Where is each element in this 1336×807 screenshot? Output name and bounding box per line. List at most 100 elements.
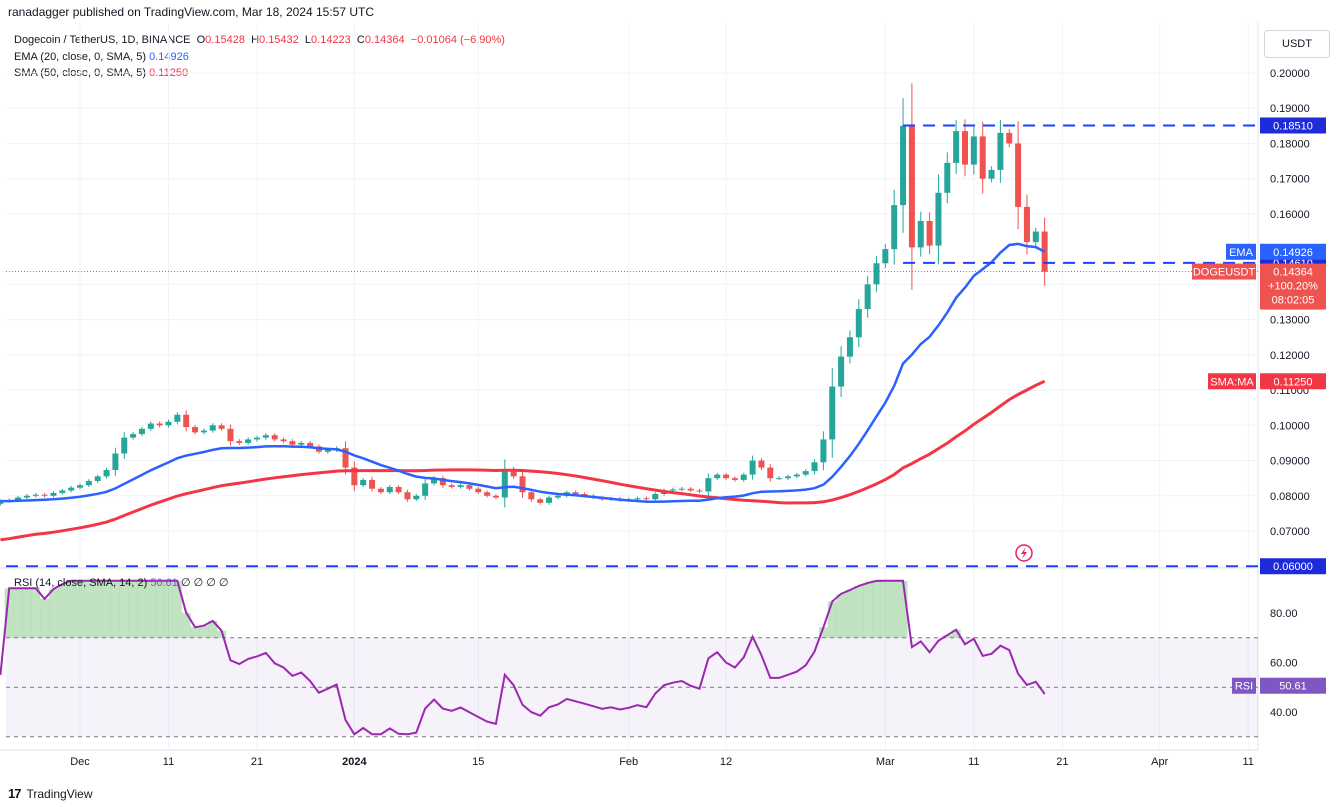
candle-body <box>554 495 561 498</box>
candle-body <box>1015 143 1022 207</box>
candle-body <box>147 423 154 429</box>
candle-body <box>85 480 92 486</box>
rsi-tick-label: 80.00 <box>1270 608 1298 620</box>
candle-body <box>997 132 1004 170</box>
current-change-label: +100.20% <box>1268 281 1318 293</box>
candle-body <box>705 478 712 492</box>
candles <box>0 83 1048 508</box>
sma-name-badge <box>1208 373 1256 390</box>
countdown-label: 08:02:05 <box>1272 295 1315 307</box>
time-tick-label: 12 <box>720 756 732 768</box>
candle-body <box>740 474 747 480</box>
rsi-legend-value: 50.61 <box>150 577 178 589</box>
ohlc-change: −0.01064 (−6.90%) <box>410 34 505 46</box>
candle-body <box>855 309 862 338</box>
candle-body <box>776 478 783 480</box>
ema-name-label: EMA <box>1229 247 1254 259</box>
candle-body <box>192 427 199 433</box>
footer-brand: TradingView <box>26 786 93 801</box>
tradingview-logo-icon[interactable]: 17 <box>8 786 22 801</box>
candle-body <box>404 492 411 500</box>
candle-body <box>271 435 278 440</box>
candle-body <box>342 448 349 468</box>
level-price-label: 0.06000 <box>1273 561 1313 573</box>
candle-body <box>236 441 243 443</box>
candle-body <box>687 488 694 491</box>
candle-body <box>77 485 83 488</box>
rsi-value-badge <box>1260 677 1326 694</box>
candle-body <box>174 414 181 422</box>
rsi-line <box>0 579 1046 736</box>
price-tick-label: 0.12000 <box>1270 350 1310 362</box>
candle-body <box>696 490 703 492</box>
candle-body <box>634 498 641 500</box>
candle-body <box>492 495 499 498</box>
time-tick-label: Dec <box>70 756 90 768</box>
price-tick-label: 0.13000 <box>1270 315 1310 327</box>
candle-body <box>643 498 650 500</box>
candle-body <box>200 430 207 433</box>
candle-body <box>165 421 172 426</box>
candle-body <box>537 499 544 503</box>
rsi-name-badge <box>1232 677 1256 694</box>
lightning-icon <box>1015 544 1033 562</box>
price-tick-label: 0.19000 <box>1270 103 1310 115</box>
ema-line <box>0 242 1046 504</box>
candle-body <box>351 467 358 486</box>
candle-body <box>1006 132 1013 144</box>
candle-body <box>23 495 30 498</box>
candle-body <box>528 492 535 500</box>
rsi-tick-label: 60.00 <box>1270 658 1298 670</box>
candle-body <box>758 460 765 468</box>
candle-body <box>678 488 685 490</box>
lightning-icon-circle <box>1015 544 1033 562</box>
price-tick-label: 0.17000 <box>1270 174 1310 186</box>
rsi-legend[interactable]: RSI (14, close, SMA, 14, 2) 50.61 ∅ ∅ ∅ … <box>14 576 228 589</box>
candle-body <box>59 490 66 493</box>
price-tick-label: 0.07000 <box>1270 526 1310 538</box>
ema-value-label: 0.14926 <box>1273 247 1313 259</box>
ohlc-close: 0.14364 <box>364 34 405 46</box>
candle-body <box>130 434 137 438</box>
candle-body <box>1032 231 1039 243</box>
candle-body <box>510 469 517 477</box>
candle-body <box>785 476 791 479</box>
candle-body <box>475 488 482 493</box>
candle-body <box>731 478 738 480</box>
candle-body <box>0 501 4 504</box>
time-tick-label: 11 <box>163 756 174 768</box>
candle-body <box>209 425 216 431</box>
time-tick-label: Mar <box>876 756 895 768</box>
candle-body <box>519 476 526 493</box>
candle-body <box>970 136 977 165</box>
candle-body <box>466 485 473 489</box>
candle-body <box>50 492 57 496</box>
candle-body <box>820 439 827 463</box>
sma-value-badge <box>1260 373 1326 390</box>
candle-body <box>298 442 305 445</box>
ohlc-low: 0.14223 <box>311 34 351 46</box>
symbol-title[interactable]: Dogecoin / TetherUS, 1D, BINANCE <box>14 34 191 46</box>
candle-body <box>1023 206 1030 243</box>
candle-body <box>254 437 260 440</box>
candle-body <box>953 131 960 163</box>
time-tick-label: 21 <box>251 756 263 768</box>
level-price-label: 0.18510 <box>1273 120 1313 132</box>
candle-body <box>793 474 800 477</box>
candle-body <box>652 494 659 500</box>
candle-body <box>245 439 252 443</box>
candle-body <box>723 474 730 479</box>
candle-body <box>882 249 889 264</box>
candle-body <box>457 485 464 487</box>
current-price-label: 0.14364 <box>1273 267 1313 279</box>
candle-body <box>413 495 420 500</box>
candle-body <box>935 192 942 246</box>
candle-body <box>360 479 367 486</box>
candle-body <box>395 486 402 493</box>
candle-body <box>422 483 429 496</box>
ohlc-open: 0.15428 <box>205 34 245 46</box>
currency-selector[interactable]: USDT <box>1264 30 1330 58</box>
ohlc-high-label: H <box>251 34 260 46</box>
candle-body <box>369 479 376 489</box>
